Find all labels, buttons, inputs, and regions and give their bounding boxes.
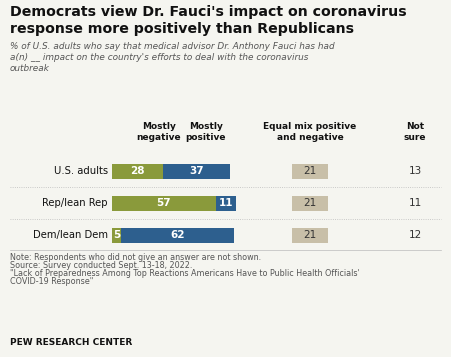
Bar [121,227,234,242]
Text: Mostly
positive: Mostly positive [186,122,226,142]
Text: 21: 21 [304,198,317,208]
Bar [112,227,121,242]
Text: 13: 13 [408,166,422,176]
Text: Dem/lean Dem: Dem/lean Dem [33,230,108,240]
Text: U.S. adults: U.S. adults [54,166,108,176]
Text: PEW RESEARCH CENTER: PEW RESEARCH CENTER [10,338,132,347]
Bar [112,196,216,211]
Text: 57: 57 [156,198,171,208]
Bar [163,164,230,178]
Text: 21: 21 [304,230,317,240]
Text: 12: 12 [408,230,422,240]
Text: 11: 11 [218,198,233,208]
Text: "Lack of Preparedness Among Top Reactions Americans Have to Public Health Offici: "Lack of Preparedness Among Top Reaction… [10,269,359,278]
Text: 21: 21 [304,166,317,176]
Text: 62: 62 [170,230,185,240]
Text: 37: 37 [189,166,204,176]
Bar [216,196,236,211]
Text: Mostly
negative: Mostly negative [137,122,181,142]
Text: 28: 28 [130,166,145,176]
Bar [292,227,328,242]
Text: Source: Survey conducted Sept. 13-18, 2022.: Source: Survey conducted Sept. 13-18, 20… [10,261,193,270]
Text: Not
sure: Not sure [404,122,426,142]
Text: COVID-19 Response": COVID-19 Response" [10,277,93,286]
Bar [112,164,163,178]
Text: Note: Respondents who did not give an answer are not shown.: Note: Respondents who did not give an an… [10,253,261,262]
Text: 5: 5 [113,230,120,240]
Text: Rep/lean Rep: Rep/lean Rep [42,198,108,208]
Text: 11: 11 [408,198,422,208]
Text: Democrats view Dr. Fauci's impact on coronavirus
response more positively than R: Democrats view Dr. Fauci's impact on cor… [10,5,407,36]
Text: % of U.S. adults who say that medical advisor Dr. Anthony Fauci has had
a(n) __ : % of U.S. adults who say that medical ad… [10,42,335,73]
Bar [292,196,328,211]
Bar [292,164,328,178]
Text: Equal mix positive
and negative: Equal mix positive and negative [263,122,357,142]
